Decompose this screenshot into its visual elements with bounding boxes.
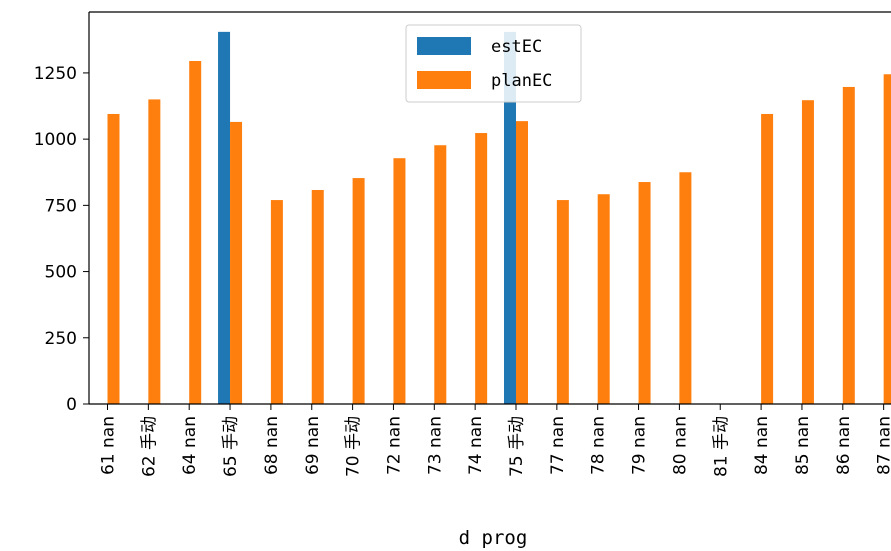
bar-planEC-3 bbox=[230, 121, 243, 405]
x-tick-label: 87 nan bbox=[875, 416, 891, 475]
x-tick-label: 79 nan bbox=[630, 416, 650, 475]
x-tick-label: 68 nan bbox=[262, 416, 282, 475]
bar-estEC-3 bbox=[218, 31, 231, 404]
bar-planEC-10 bbox=[516, 121, 528, 404]
bar-planEC-19 bbox=[883, 74, 891, 405]
x-axis: 61 nan 62 手动 64 nan 65 手动 68 nan 69 nan 70 手动 7… bbox=[89, 11, 891, 477]
bar-planEC-13 bbox=[638, 182, 651, 404]
legend-label-estEC: estEC bbox=[491, 37, 542, 57]
bar-planEC-12 bbox=[597, 194, 610, 404]
legend: estEC planEC bbox=[405, 24, 582, 103]
bar-planEC-0 bbox=[107, 113, 120, 405]
x-tick-label: 77 nan bbox=[548, 416, 568, 475]
x-tick-label: 74 nan bbox=[466, 416, 486, 475]
x-tick-label: 62 手动 bbox=[139, 416, 159, 477]
x-tick-label: 65 手动 bbox=[221, 416, 241, 477]
bar-planEC-4 bbox=[270, 200, 283, 404]
x-tick-label: 61 nan bbox=[99, 416, 119, 475]
x-tick-label: 78 nan bbox=[589, 416, 609, 475]
x-tick-label: 75 手动 bbox=[507, 416, 527, 477]
y-tick-label: 0 bbox=[66, 395, 77, 415]
y-tick-label: 250 bbox=[45, 329, 77, 349]
x-tick-label: 80 nan bbox=[670, 416, 690, 475]
bar-planEC-9 bbox=[475, 133, 488, 404]
x-tick-label: 72 nan bbox=[384, 416, 404, 475]
legend-swatch-planEC bbox=[417, 71, 471, 89]
bar-planEC-17 bbox=[801, 100, 814, 404]
x-tick-label: 81 手动 bbox=[711, 416, 731, 477]
y-axis: 0 250 500 750 1000 1250 bbox=[34, 12, 90, 415]
legend-swatch-estEC bbox=[417, 37, 471, 55]
x-tick-label: 85 nan bbox=[793, 416, 813, 475]
bar-planEC-1 bbox=[148, 99, 161, 405]
bar-estEC-10 bbox=[504, 31, 516, 404]
bar-planEC-11 bbox=[556, 200, 569, 404]
x-tick-label: 84 nan bbox=[752, 416, 772, 475]
y-tick-label: 750 bbox=[45, 196, 77, 216]
y-tick-label: 500 bbox=[45, 263, 77, 283]
x-axis-title: d prog bbox=[459, 527, 528, 549]
x-tick-label: 70 手动 bbox=[344, 416, 364, 477]
bar-planEC-14 bbox=[679, 172, 692, 404]
bar-planEC-18 bbox=[842, 86, 855, 404]
x-tick-label: 73 nan bbox=[425, 416, 445, 475]
legend-label-planEC: planEC bbox=[491, 71, 552, 91]
x-tick-label: 64 nan bbox=[180, 416, 200, 475]
bar-planEC-16 bbox=[761, 113, 774, 405]
y-tick-label: 1250 bbox=[34, 64, 77, 84]
x-tick-label: 69 nan bbox=[303, 416, 323, 475]
bar-planEC-5 bbox=[311, 189, 324, 404]
y-tick-label: 1000 bbox=[34, 130, 77, 150]
bar-planEC-2 bbox=[189, 61, 202, 404]
plot-area bbox=[107, 31, 891, 405]
x-tick-label: 86 nan bbox=[834, 416, 854, 475]
bar-planEC-7 bbox=[393, 158, 406, 404]
bar-planEC-6 bbox=[352, 178, 365, 404]
bar-planEC-8 bbox=[434, 145, 447, 404]
